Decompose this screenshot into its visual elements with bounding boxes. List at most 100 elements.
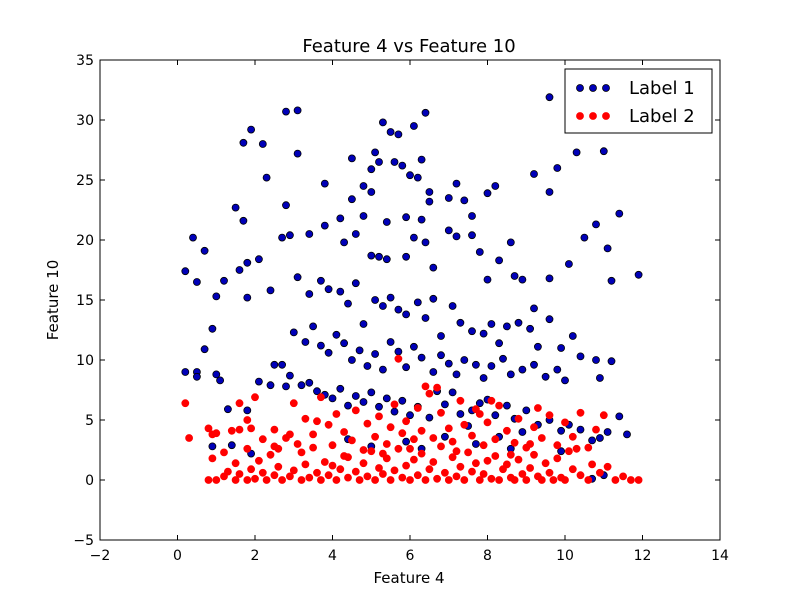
data-point xyxy=(402,252,411,261)
data-point xyxy=(607,357,616,366)
data-point xyxy=(301,338,310,346)
data-point xyxy=(545,93,554,102)
data-point xyxy=(394,130,403,139)
data-point xyxy=(596,434,604,442)
legend-marker xyxy=(589,84,597,92)
data-point xyxy=(375,402,383,411)
legend-entry-label-1 xyxy=(576,84,610,92)
data-point xyxy=(417,215,426,224)
data-point xyxy=(468,467,476,476)
data-point xyxy=(282,382,290,391)
data-point xyxy=(596,374,604,382)
data-point xyxy=(212,292,221,301)
x-tick-label: −2 xyxy=(90,548,111,564)
data-point xyxy=(243,476,252,484)
data-point xyxy=(456,410,465,418)
data-point xyxy=(448,437,457,446)
legend-marker xyxy=(589,112,597,120)
data-point xyxy=(371,432,380,441)
data-point xyxy=(452,370,461,379)
data-point xyxy=(371,296,380,304)
data-point xyxy=(518,428,527,436)
legend-marker xyxy=(576,112,584,120)
data-point xyxy=(627,476,635,484)
data-point xyxy=(502,401,511,410)
data-point xyxy=(425,389,434,398)
data-point xyxy=(409,233,418,242)
data-point xyxy=(406,476,414,484)
data-point xyxy=(553,441,562,450)
data-point xyxy=(266,286,275,295)
data-point xyxy=(386,476,395,484)
data-point xyxy=(402,437,411,446)
data-point xyxy=(402,363,411,372)
data-point xyxy=(483,275,492,284)
data-point xyxy=(367,165,376,174)
data-point xyxy=(375,412,383,421)
data-point xyxy=(371,350,380,358)
data-point xyxy=(309,322,318,331)
data-point xyxy=(561,476,569,484)
data-point xyxy=(596,468,604,477)
data-point xyxy=(619,472,627,481)
data-point xyxy=(340,428,349,436)
data-point xyxy=(227,426,236,435)
data-point xyxy=(305,290,314,298)
data-point xyxy=(502,460,511,469)
data-point xyxy=(324,471,333,480)
data-point xyxy=(471,459,480,468)
data-point xyxy=(351,406,360,415)
data-point xyxy=(495,476,504,484)
data-point xyxy=(386,423,395,432)
data-point xyxy=(336,287,345,296)
data-point xyxy=(437,442,445,451)
data-point xyxy=(359,182,368,190)
data-point xyxy=(278,360,287,369)
data-point xyxy=(316,476,325,484)
data-point xyxy=(309,430,318,439)
data-point xyxy=(378,118,387,127)
data-point xyxy=(456,318,465,327)
data-point xyxy=(425,413,434,422)
data-point xyxy=(518,365,527,374)
data-point xyxy=(367,388,376,397)
data-point xyxy=(235,399,244,408)
legend-marker xyxy=(602,112,610,120)
data-point xyxy=(530,304,538,313)
data-point xyxy=(572,444,581,453)
data-point xyxy=(301,414,310,423)
data-point xyxy=(406,444,414,453)
data-point xyxy=(347,195,356,204)
data-point xyxy=(514,318,523,327)
data-point xyxy=(491,411,500,420)
data-point xyxy=(223,467,232,476)
data-point xyxy=(192,372,201,381)
data-point xyxy=(506,450,515,459)
x-tick-label: 2 xyxy=(251,548,260,564)
data-point xyxy=(530,423,538,432)
data-point xyxy=(421,476,430,484)
data-point xyxy=(502,322,511,331)
data-point xyxy=(588,436,596,445)
data-point xyxy=(530,360,538,369)
data-point xyxy=(278,476,287,484)
data-point xyxy=(340,339,349,348)
data-point xyxy=(235,425,244,434)
legend-box xyxy=(564,68,713,134)
data-point xyxy=(468,431,476,440)
data-point xyxy=(254,255,263,264)
data-point xyxy=(452,447,461,456)
data-point xyxy=(623,430,631,439)
data-point xyxy=(475,476,484,484)
data-point xyxy=(192,278,201,286)
data-point xyxy=(557,344,565,352)
data-point xyxy=(181,399,190,408)
data-point xyxy=(534,404,542,412)
data-point xyxy=(518,470,527,478)
data-point xyxy=(285,371,294,380)
data-point xyxy=(444,424,453,433)
data-point xyxy=(297,476,306,484)
data-point xyxy=(402,310,411,319)
